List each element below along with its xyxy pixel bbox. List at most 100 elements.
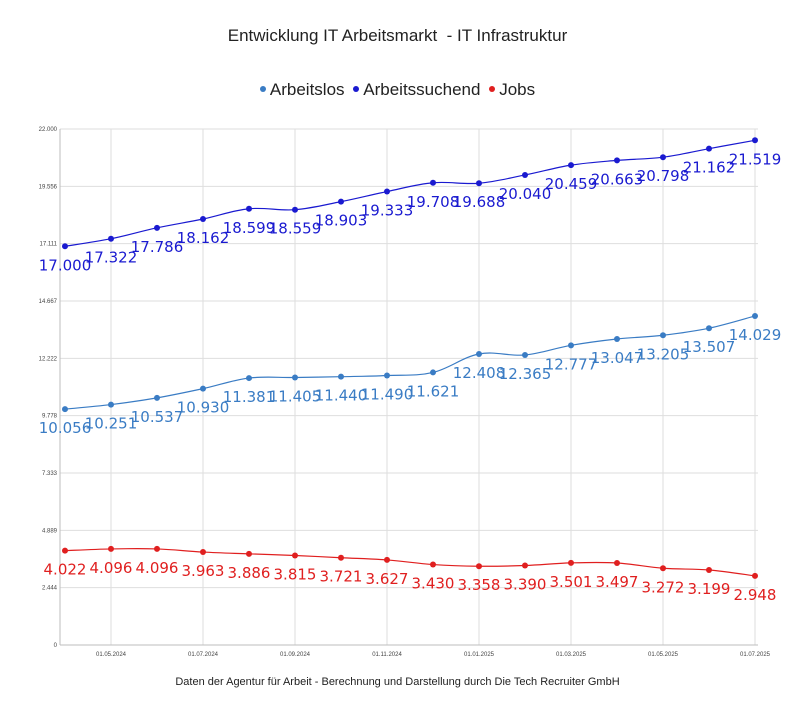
legend-label: Arbeitssuchend: [363, 80, 481, 99]
data-point: [154, 545, 160, 552]
data-point: [62, 406, 68, 413]
data-label: 13.205: [637, 345, 690, 363]
legend-item-jobs[interactable]: Jobs: [489, 80, 535, 100]
legend-marker-icon: [489, 85, 496, 92]
data-point: [752, 312, 758, 319]
data-label: 2.948: [734, 586, 777, 604]
legend-label: Jobs: [499, 80, 536, 99]
data-point: [614, 335, 620, 342]
data-label: 20.040: [499, 185, 552, 203]
legend-marker-icon: [259, 85, 266, 92]
data-point: [430, 561, 436, 568]
series-line: [64, 139, 756, 247]
data-label: 3.272: [642, 578, 685, 596]
legend-item-arbeitslos[interactable]: Arbeitslos: [259, 80, 345, 100]
data-point: [246, 205, 252, 212]
data-label: 3.199: [688, 580, 731, 598]
data-label: 3.358: [458, 576, 501, 594]
data-label: 11.405: [269, 388, 322, 406]
data-point: [108, 401, 114, 408]
data-label: 18.903: [315, 212, 368, 230]
data-point: [108, 545, 114, 552]
data-point: [292, 206, 298, 213]
data-point: [660, 154, 666, 161]
data-label: 10.056: [39, 419, 92, 437]
data-point: [522, 562, 528, 569]
x-tick-label: 01.07.2025: [740, 652, 771, 658]
series-line: [64, 548, 756, 577]
y-tick-label: 4.889: [42, 528, 58, 534]
data-point: [246, 375, 252, 382]
data-point: [292, 374, 298, 381]
data-label: 13.507: [683, 338, 736, 356]
data-point: [660, 332, 666, 339]
data-label: 17.322: [85, 249, 138, 267]
data-point: [614, 157, 620, 164]
data-label: 17.000: [39, 256, 92, 274]
data-label: 17.786: [131, 238, 184, 256]
data-label: 4.022: [44, 561, 87, 579]
data-point: [568, 162, 574, 169]
y-tick-label: 17.111: [40, 242, 58, 248]
data-label: 20.798: [637, 167, 690, 185]
chart-title: Entwicklung IT Arbeitsmarkt - IT Infrast…: [227, 26, 568, 45]
data-label: 11.440: [315, 387, 368, 405]
data-label: 14.029: [729, 326, 782, 344]
data-label: 19.333: [361, 202, 414, 220]
y-tick-label: 0: [54, 643, 58, 649]
data-label: 3.390: [504, 575, 547, 593]
data-label: 3.886: [228, 564, 271, 582]
data-point: [476, 563, 482, 570]
data-point: [476, 180, 482, 187]
data-point: [522, 171, 528, 178]
data-label: 12.777: [545, 355, 598, 373]
y-tick-label: 12.222: [39, 356, 58, 362]
data-point: [338, 554, 344, 561]
data-label: 11.621: [407, 382, 460, 400]
legend-label: Arbeitslos: [269, 80, 345, 99]
data-label: 21.519: [729, 150, 782, 168]
data-label: 3.430: [412, 575, 455, 593]
x-tick-label: 01.11.2024: [372, 652, 402, 658]
data-point: [568, 342, 574, 349]
data-label: 11.381: [223, 388, 276, 406]
data-label: 18.599: [223, 219, 276, 237]
data-point: [338, 198, 344, 205]
y-tick-label: 14.667: [39, 299, 58, 305]
data-point: [154, 224, 160, 231]
x-tick-label: 01.09.2024: [280, 652, 311, 658]
data-point: [522, 351, 528, 358]
y-tick-label: 7.333: [42, 471, 58, 477]
data-label: 19.688: [453, 193, 506, 211]
data-label: 19.708: [407, 193, 460, 211]
data-point: [200, 549, 206, 556]
data-point: [706, 145, 712, 152]
data-label: 3.627: [366, 570, 409, 588]
legend-item-arbeitssuchend[interactable]: Arbeitssuchend: [353, 80, 480, 100]
data-label: 10.930: [177, 399, 230, 417]
data-label: 4.096: [90, 559, 133, 577]
x-tick-label: 01.03.2025: [556, 652, 587, 658]
series-line: [64, 315, 756, 410]
data-point: [706, 566, 712, 573]
data-label: 4.096: [136, 559, 179, 577]
data-point: [108, 235, 114, 242]
chart-legend: Arbeitslos Arbeitssuchend Jobs: [0, 80, 795, 100]
data-point: [384, 188, 390, 195]
data-point: [660, 565, 666, 572]
data-point: [430, 179, 436, 186]
data-label: 20.459: [545, 175, 598, 193]
data-label: 18.559: [269, 220, 322, 238]
y-tick-label: 9.778: [42, 414, 58, 420]
data-label: 10.537: [131, 408, 184, 426]
y-tick-label: 2.444: [42, 586, 58, 592]
x-tick-label: 01.05.2025: [648, 652, 679, 658]
data-point: [200, 385, 206, 392]
data-label: 12.365: [499, 365, 552, 383]
x-tick-label: 01.01.2025: [464, 652, 495, 658]
data-point: [62, 243, 68, 250]
chart-source-footer: Daten der Agentur für Arbeit - Berechnun…: [175, 676, 620, 688]
data-point: [430, 369, 436, 376]
data-point: [62, 547, 68, 554]
data-point: [706, 325, 712, 332]
